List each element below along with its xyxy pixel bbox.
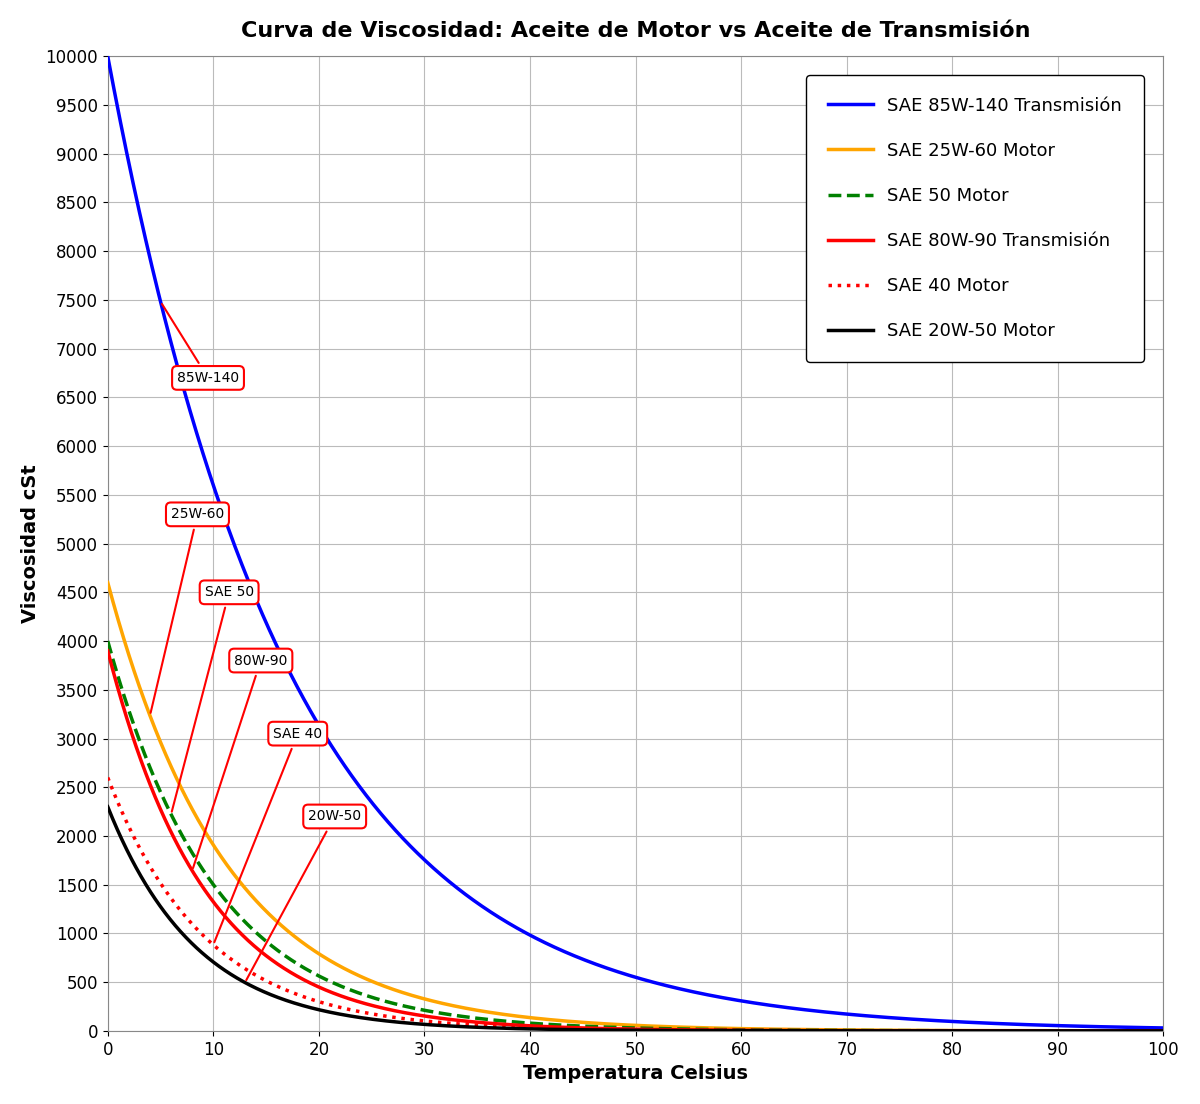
SAE 20W-50 Motor [614, 1023, 629, 1037]
SAE 85W-140 Transmisión [1124, 1021, 1139, 1034]
SAE 20W-50 Motor [1126, 1025, 1140, 1038]
Text: 80W-90: 80W-90 [193, 654, 288, 868]
Line: SAE 20W-50 Motor: SAE 20W-50 Motor [108, 807, 1163, 1031]
SAE 80W-90 Transmisión [1156, 1025, 1170, 1038]
SAE 85W-140 Transmisión [1126, 1021, 1140, 1034]
SAE 50 Motor [614, 1021, 629, 1034]
SAE 50 Motor [155, 788, 169, 802]
SAE 40 Motor [1124, 1025, 1139, 1038]
SAE 80W-90 Transmisión [586, 1021, 600, 1034]
SAE 40 Motor [155, 878, 169, 891]
SAE 80W-90 Transmisión [1124, 1025, 1139, 1038]
SAE 85W-140 Transmisión [155, 299, 169, 312]
SAE 25W-60 Motor [931, 1023, 946, 1037]
Text: 20W-50: 20W-50 [246, 809, 361, 980]
Text: 25W-60: 25W-60 [150, 508, 224, 713]
SAE 80W-90 Transmisión [931, 1025, 946, 1038]
SAE 25W-60 Motor [1126, 1025, 1140, 1038]
SAE 80W-90 Transmisión [614, 1022, 629, 1036]
Text: SAE 50: SAE 50 [172, 585, 253, 811]
SAE 50 Motor [931, 1025, 946, 1038]
SAE 20W-50 Motor [101, 800, 115, 814]
SAE 25W-60 Motor [1124, 1025, 1139, 1038]
SAE 50 Motor [101, 635, 115, 648]
SAE 25W-60 Motor [586, 1017, 600, 1030]
Line: SAE 25W-60 Motor: SAE 25W-60 Motor [108, 583, 1163, 1031]
Line: SAE 40 Motor: SAE 40 Motor [108, 777, 1163, 1031]
SAE 40 Motor [614, 1023, 629, 1037]
SAE 85W-140 Transmisión [931, 1015, 946, 1028]
SAE 20W-50 Motor [931, 1025, 946, 1038]
SAE 40 Motor [1126, 1025, 1140, 1038]
SAE 80W-90 Transmisión [101, 644, 115, 657]
SAE 25W-60 Motor [614, 1018, 629, 1031]
SAE 50 Motor [1124, 1025, 1139, 1038]
SAE 50 Motor [586, 1020, 600, 1033]
SAE 85W-140 Transmisión [101, 50, 115, 63]
SAE 25W-60 Motor [1156, 1025, 1170, 1038]
SAE 20W-50 Motor [586, 1023, 600, 1037]
SAE 85W-140 Transmisión [1156, 1021, 1170, 1034]
Y-axis label: Viscosidad cSt: Viscosidad cSt [20, 464, 40, 623]
Text: SAE 40: SAE 40 [215, 726, 323, 942]
SAE 25W-60 Motor [155, 739, 169, 752]
X-axis label: Temperatura Celsius: Temperatura Celsius [523, 1064, 748, 1083]
SAE 40 Motor [1156, 1025, 1170, 1038]
Line: SAE 50 Motor: SAE 50 Motor [108, 641, 1163, 1031]
SAE 50 Motor [1126, 1025, 1140, 1038]
SAE 85W-140 Transmisión [614, 966, 629, 979]
SAE 80W-90 Transmisión [155, 805, 169, 818]
Line: SAE 80W-90 Transmisión: SAE 80W-90 Transmisión [108, 650, 1163, 1031]
SAE 85W-140 Transmisión [586, 956, 600, 969]
SAE 20W-50 Motor [1156, 1025, 1170, 1038]
SAE 20W-50 Motor [155, 902, 169, 915]
SAE 40 Motor [931, 1025, 946, 1038]
SAE 40 Motor [101, 771, 115, 784]
SAE 50 Motor [1156, 1025, 1170, 1038]
Text: 85W-140: 85W-140 [162, 304, 239, 385]
SAE 40 Motor [586, 1022, 600, 1036]
Title: Curva de Viscosidad: Aceite de Motor vs Aceite de Transmisión: Curva de Viscosidad: Aceite de Motor vs … [241, 21, 1031, 41]
SAE 25W-60 Motor [101, 576, 115, 590]
Line: SAE 85W-140 Transmisión: SAE 85W-140 Transmisión [108, 56, 1163, 1028]
SAE 80W-90 Transmisión [1126, 1025, 1140, 1038]
Legend: SAE 85W-140 Transmisión, SAE 25W-60 Motor, SAE 50 Motor, SAE 80W-90 Transmisión,: SAE 85W-140 Transmisión, SAE 25W-60 Moto… [806, 75, 1144, 362]
SAE 20W-50 Motor [1124, 1025, 1139, 1038]
